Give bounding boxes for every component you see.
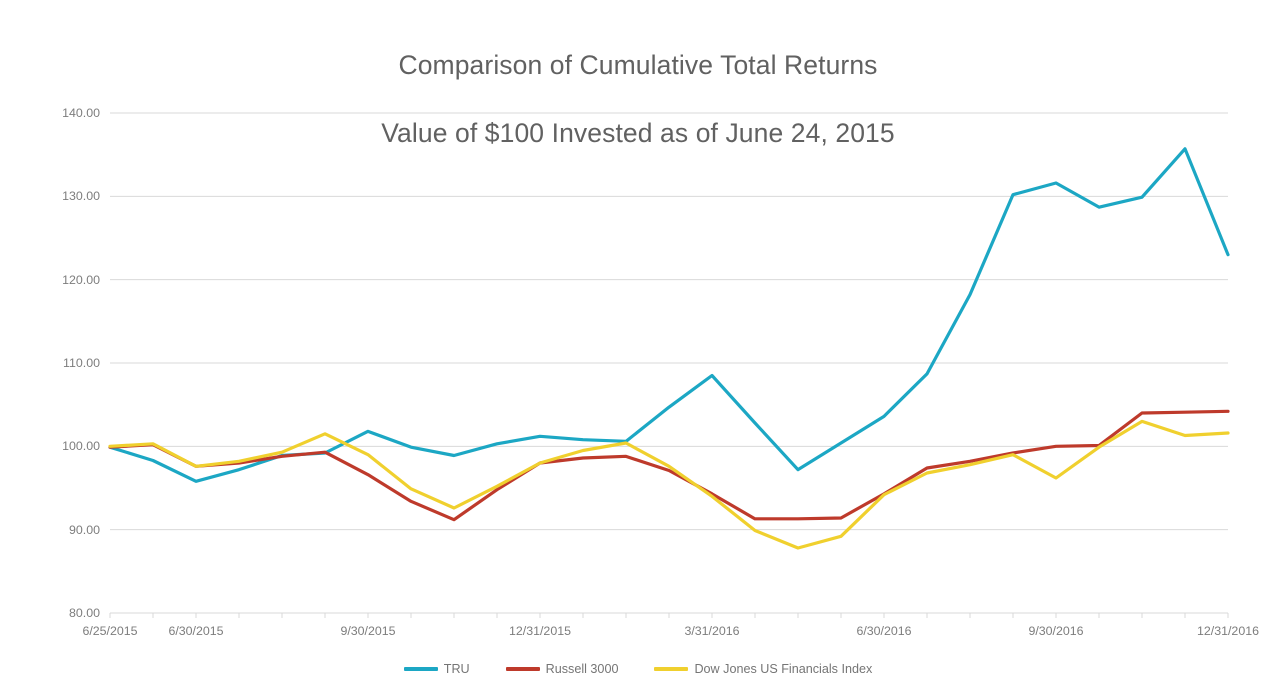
y-axis-tick-label: 100.00 <box>62 439 100 454</box>
x-axis-tick-label: 12/31/2015 <box>508 624 571 638</box>
chart-title: Comparison of Cumulative Total Returns V… <box>0 14 1276 150</box>
chart-title-line-2: Value of $100 Invested as of June 24, 20… <box>381 118 895 148</box>
y-axis-tick-label: 140.00 <box>62 106 100 120</box>
legend-item-label: TRU <box>443 662 470 676</box>
chart-title-line-1: Comparison of Cumulative Total Returns <box>398 50 878 80</box>
x-axis-tick-label: 3/31/2016 <box>684 624 740 638</box>
x-axis-tick-label: 12/31/2016 <box>1196 624 1259 638</box>
series-line-tru <box>108 147 1230 483</box>
gridlines <box>110 112 1228 614</box>
x-axis-ticks <box>109 613 1229 618</box>
series-line-dow-jones-us-financials-index <box>108 419 1230 550</box>
y-axis-tick-label: 110.00 <box>63 356 100 370</box>
y-axis-tick-label: 90.00 <box>68 522 100 537</box>
x-axis-tick-label: 6/25/2015 <box>82 624 138 638</box>
x-axis-tick-label: 6/30/2015 <box>168 624 224 638</box>
y-axis-tick-label: 120.00 <box>62 272 100 287</box>
x-axis-tick-label: 6/30/2016 <box>856 624 912 638</box>
y-axis-tick-label: 80.00 <box>68 606 100 620</box>
legend-item[interactable]: Dow Jones US Financials Index <box>654 662 872 676</box>
x-axis-tick-label: 9/30/2015 <box>340 624 396 638</box>
legend-item[interactable]: Russell 3000 <box>505 662 619 676</box>
legend-color-swatch-icon <box>654 667 689 671</box>
chart-legend: TRU Russell 3000 Dow Jones US Financials I… <box>0 662 1276 676</box>
y-axis-tick-label: 130.00 <box>62 189 100 204</box>
legend-color-swatch-icon <box>403 667 438 671</box>
series-lines <box>108 147 1230 550</box>
series-line-russell-3000 <box>108 409 1230 522</box>
legend-item-label: Russell 3000 <box>545 662 619 676</box>
x-axis-tick-label: 9/30/2016 <box>1028 624 1084 638</box>
legend-item[interactable]: TRU <box>403 662 470 676</box>
legend-item-label: Dow Jones US Financials Index <box>694 662 873 676</box>
legend-color-swatch-icon <box>505 667 540 671</box>
